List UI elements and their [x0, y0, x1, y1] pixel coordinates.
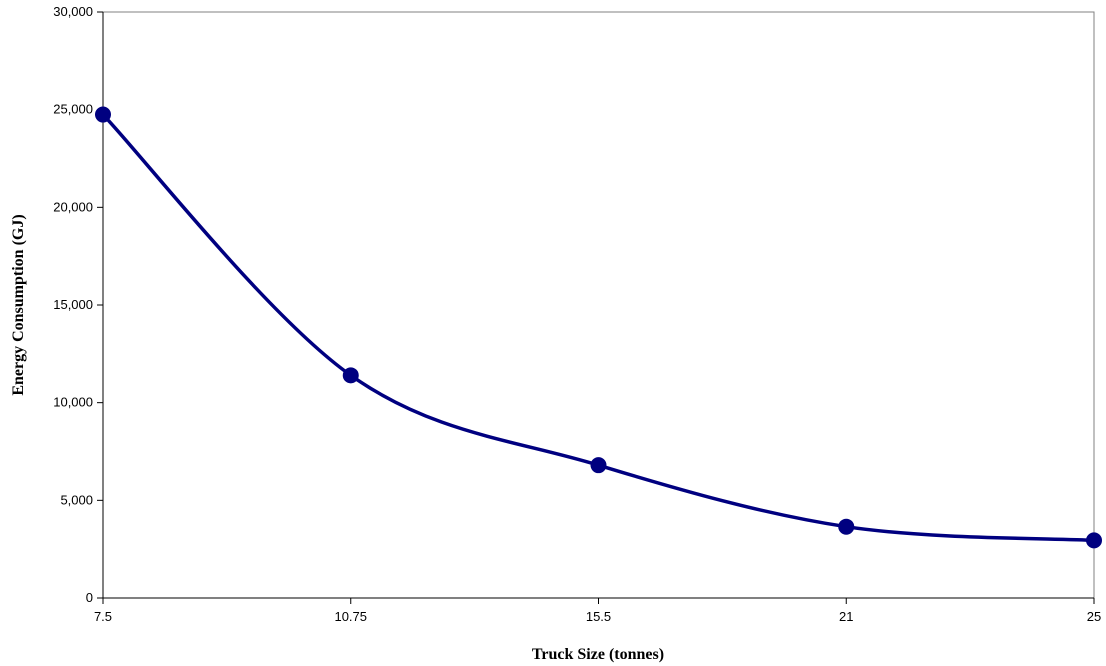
y-tick-label: 20,000 [53, 199, 93, 214]
y-tick-label: 30,000 [53, 4, 93, 19]
plot-frame [102, 11, 1095, 599]
series-layer [95, 106, 1102, 549]
data-point-21 [838, 518, 855, 535]
data-point-25 [1086, 532, 1102, 549]
x-tick-label: 7.5 [94, 609, 112, 624]
data-point-7-5 [95, 106, 111, 123]
y-tick-label: 25,000 [53, 102, 93, 117]
x-tick-label: 15.5 [586, 609, 611, 624]
y-axis: 0 5,000 10,000 15,000 20,000 25,000 30,000 [53, 4, 104, 605]
x-tick-label: 21 [839, 609, 853, 624]
y-tick-label: 15,000 [53, 297, 93, 312]
x-axis: 7.5 10.75 15.5 21 25 [94, 597, 1101, 624]
series-line [101, 112, 1096, 543]
y-tick-label: 5,000 [60, 492, 93, 507]
x-axis-title: Truck Size (tonnes) [532, 646, 664, 663]
y-tick-label: 0 [86, 590, 93, 605]
data-point-10-75 [342, 367, 359, 384]
x-tick-label: 25 [1087, 609, 1101, 624]
y-tick-label: 10,000 [53, 395, 93, 410]
data-point-15-5 [590, 457, 607, 474]
x-tick-label: 10.75 [334, 609, 367, 624]
plot-area [102, 11, 1095, 599]
y-axis-title: Energy Consumption (GJ) [10, 214, 27, 395]
